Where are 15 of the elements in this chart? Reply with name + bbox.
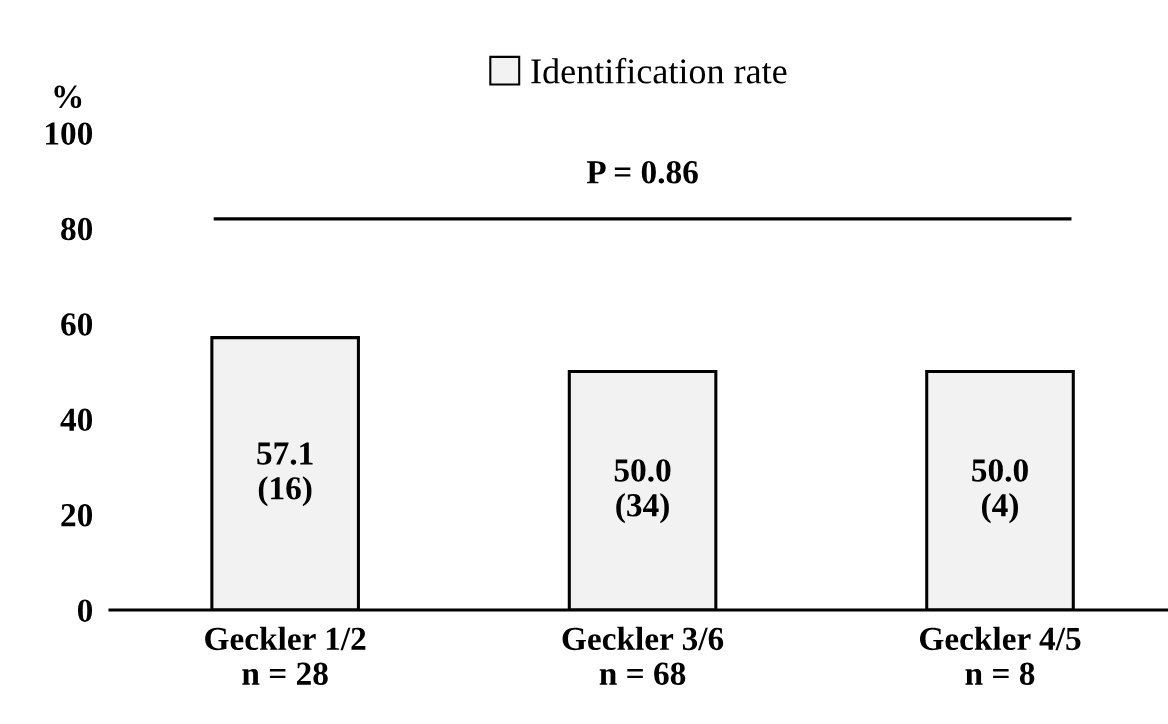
x-tick-label: Geckler 4/5 n = 8 [920,626,1081,685]
data-label: 57.1 (16) [257,442,313,507]
x-tick-label: Geckler 3/6 n = 68 [562,626,724,685]
y-tick-label: 40 [60,408,93,432]
y-axis-title: % [54,85,82,109]
y-tick-label: 20 [61,504,93,527]
data-label: 50.0 (34) [614,459,671,524]
y-tick-label: 80 [61,217,93,241]
y-tick-label: 100 [46,122,93,145]
data-label: 50.0 (4) [972,459,1028,524]
annotation: P = 0.86 [586,160,698,184]
y-tick-label: 0 [77,599,93,622]
legend-label: Identification rate [531,57,787,84]
y-tick-label: 60 [61,313,93,336]
x-tick-label: Geckler 1/2 n = 28 [205,626,366,685]
